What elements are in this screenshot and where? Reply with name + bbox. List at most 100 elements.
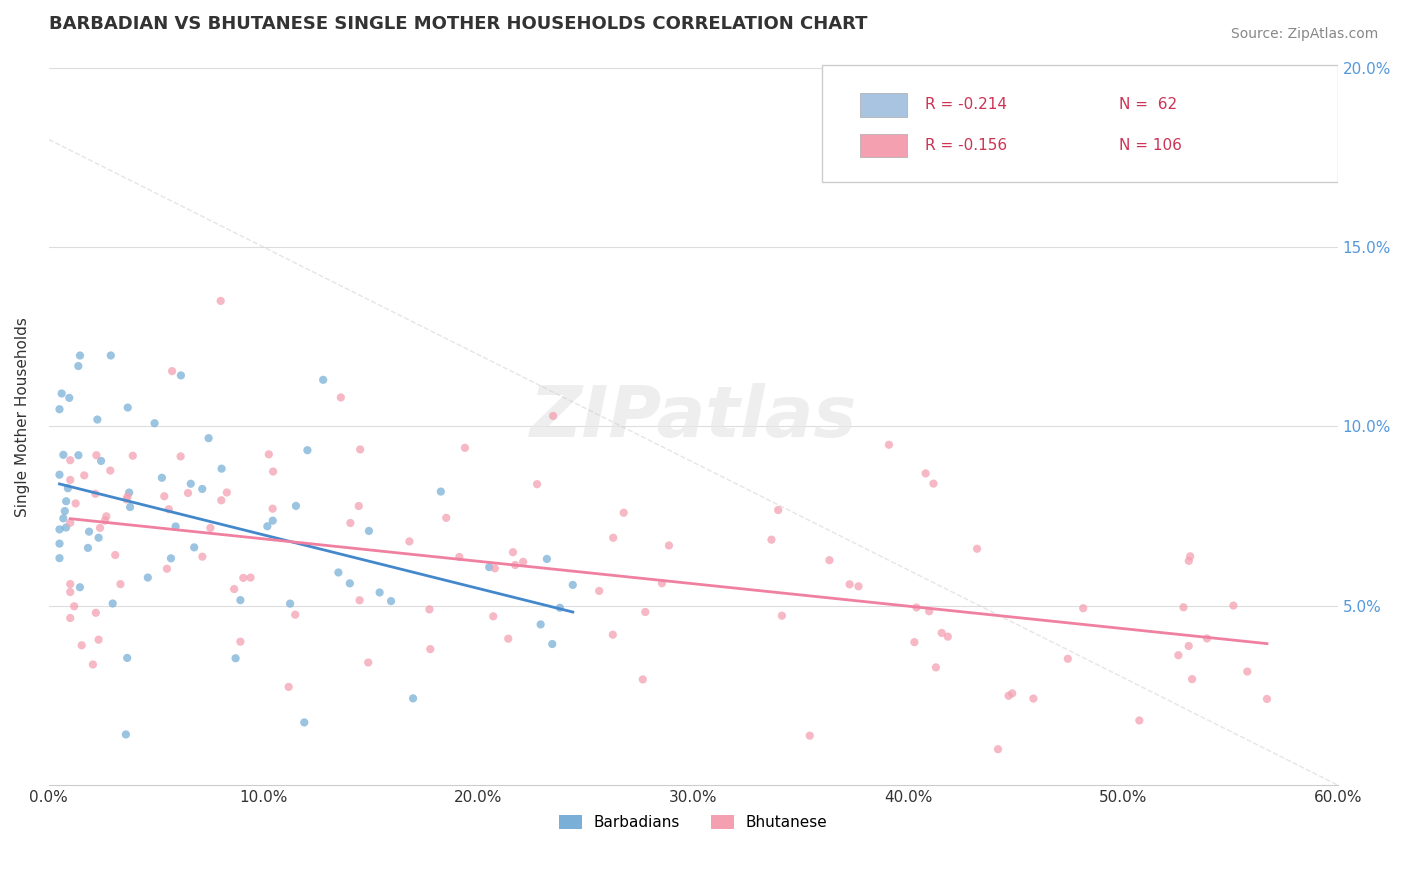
Point: [117, 401, 139, 415]
Point: [357, 656, 380, 670]
Point: [87, 531, 110, 545]
Point: [56, 481, 79, 495]
Point: [1180, 549, 1202, 564]
FancyBboxPatch shape: [859, 93, 907, 117]
Point: [1022, 691, 1045, 706]
Point: [86, 448, 108, 462]
Text: R = -0.214: R = -0.214: [925, 97, 1007, 112]
Point: [82, 657, 104, 672]
Point: [380, 594, 402, 608]
Point: [329, 391, 352, 405]
Point: [536, 552, 558, 566]
Point: [651, 576, 673, 591]
Point: [165, 519, 187, 533]
Point: [1056, 652, 1078, 666]
Text: ZIPatlas: ZIPatlas: [530, 383, 856, 452]
Point: [70, 638, 93, 652]
Point: [914, 467, 936, 481]
Point: [51, 386, 73, 401]
FancyBboxPatch shape: [859, 134, 907, 157]
Point: [77, 541, 100, 555]
Point: [262, 465, 284, 479]
Point: [561, 578, 583, 592]
Point: [349, 442, 371, 457]
Point: [120, 500, 142, 514]
Point: [48, 402, 70, 417]
Point: [48, 522, 70, 536]
Point: [262, 514, 284, 528]
Point: [312, 373, 335, 387]
Point: [59, 516, 82, 530]
Point: [160, 551, 183, 566]
Point: [59, 453, 82, 467]
Point: [215, 485, 238, 500]
Point: [69, 349, 91, 363]
Point: [52, 448, 75, 462]
Point: [877, 438, 900, 452]
Point: [482, 609, 505, 624]
Point: [484, 561, 506, 575]
Point: [183, 541, 205, 555]
Point: [449, 549, 471, 564]
Point: [96, 509, 118, 524]
Point: [169, 450, 191, 464]
Point: [502, 545, 524, 559]
Point: [613, 506, 636, 520]
Point: [284, 499, 307, 513]
Point: [118, 485, 141, 500]
Point: [136, 570, 159, 584]
Point: [262, 501, 284, 516]
Point: [328, 566, 350, 580]
Point: [55, 494, 77, 508]
Point: [1001, 686, 1024, 700]
Point: [153, 489, 176, 503]
Point: [84, 606, 107, 620]
Point: [496, 632, 519, 646]
Point: [966, 541, 988, 556]
Point: [191, 549, 214, 564]
Point: [588, 583, 610, 598]
Point: [156, 562, 179, 576]
Point: [48, 467, 70, 482]
Point: [84, 487, 107, 501]
Point: [1195, 632, 1218, 646]
Point: [278, 597, 301, 611]
Point: [349, 593, 371, 607]
Point: [229, 593, 252, 607]
Point: [1236, 665, 1258, 679]
Point: [59, 611, 82, 625]
Point: [48, 536, 70, 550]
Point: [229, 634, 252, 648]
Point: [1173, 600, 1195, 615]
Point: [987, 742, 1010, 756]
Point: [180, 476, 202, 491]
Point: [117, 490, 139, 504]
Legend: Barbadians, Bhutanese: Barbadians, Bhutanese: [553, 809, 834, 837]
Point: [434, 511, 457, 525]
Point: [53, 504, 76, 518]
Point: [58, 391, 80, 405]
Point: [55, 520, 77, 534]
Point: [297, 443, 319, 458]
Point: [1128, 714, 1150, 728]
Point: [292, 715, 315, 730]
Point: [541, 409, 564, 423]
Point: [69, 580, 91, 594]
Point: [257, 447, 280, 461]
Point: [100, 349, 122, 363]
Point: [530, 617, 553, 632]
Point: [905, 600, 928, 615]
Point: [59, 585, 82, 599]
Point: [48, 551, 70, 566]
Text: BARBADIAN VS BHUTANESE SINGLE MOTHER HOUSEHOLDS CORRELATION CHART: BARBADIAN VS BHUTANESE SINGLE MOTHER HOU…: [49, 15, 868, 33]
Point: [931, 626, 953, 640]
Point: [631, 673, 654, 687]
Point: [224, 582, 246, 596]
Point: [339, 576, 361, 591]
Point: [818, 553, 841, 567]
Point: [918, 604, 941, 618]
Point: [115, 492, 138, 507]
Point: [357, 524, 380, 538]
Point: [209, 493, 232, 508]
Text: N = 106: N = 106: [1119, 138, 1181, 153]
